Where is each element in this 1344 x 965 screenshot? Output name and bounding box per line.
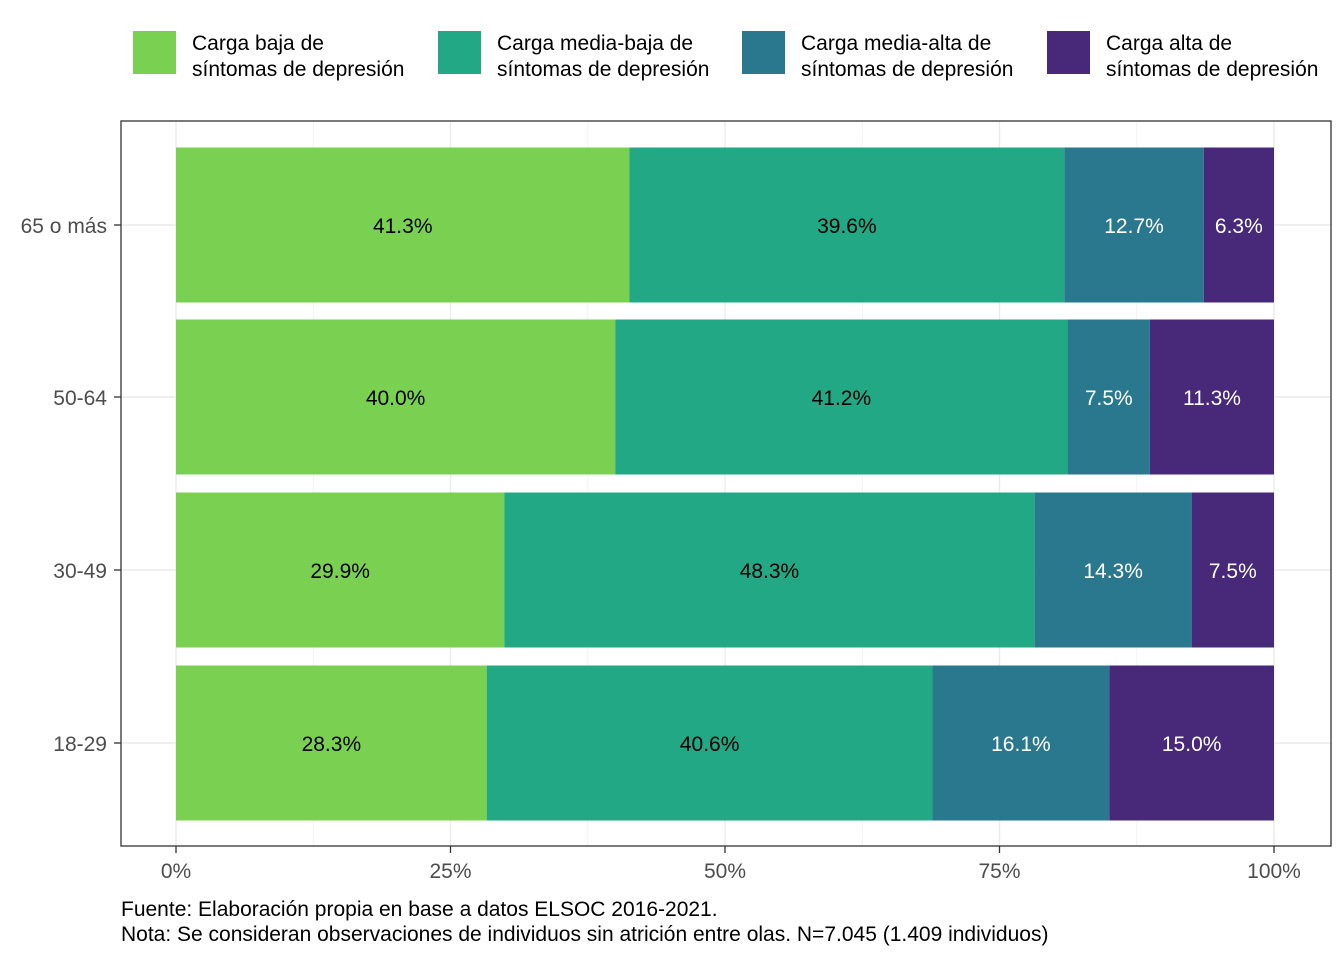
data-label: 41.3% (373, 215, 433, 238)
data-label: 7.5% (1085, 387, 1133, 410)
bar-segment (504, 492, 1035, 648)
legend-label: Carga baja de síntomas de depresión (192, 32, 404, 81)
legend-label-line: síntomas de depresión (192, 58, 404, 81)
x-tick-label: 75% (978, 860, 1020, 883)
legend-label-line: Carga alta de (1106, 32, 1232, 55)
panel-border (120, 120, 1332, 847)
x-tick-label: 0% (161, 860, 191, 883)
bar-segment (629, 147, 1065, 303)
data-label: 40.0% (366, 387, 426, 410)
bar-segment (486, 665, 933, 821)
data-label: 16.1% (991, 733, 1051, 756)
data-label: 15.0% (1162, 733, 1222, 756)
y-tick-label: 65 o más (21, 215, 107, 238)
bar-segment (176, 492, 505, 648)
bar-segment (1064, 147, 1204, 303)
data-label: 29.9% (310, 560, 370, 583)
bar-segment (176, 665, 487, 821)
y-axis: 65 o más 50-64 30-49 18-29 (21, 215, 121, 756)
bars: 41.3% 39.6% 12.7% 6.3% 40.0% 41.2% 7.5% 11.3% 29… (176, 147, 1274, 821)
data-label: 11.3% (1183, 387, 1241, 410)
data-label: 41.2% (812, 387, 872, 410)
data-label: 14.3% (1083, 560, 1143, 583)
bar-segment (1109, 665, 1274, 821)
bar-segment (176, 319, 616, 475)
data-label: 7.5% (1209, 560, 1257, 583)
y-tick-label: 50-64 (53, 387, 107, 410)
legend-label: Carga media-baja de síntomas de depresión (497, 32, 709, 81)
caption-source: Fuente: Elaboración propia en base a dat… (121, 898, 718, 921)
data-label: 40.6% (680, 733, 740, 756)
legend-label-line: Carga baja de (192, 32, 324, 55)
y-tick-label: 30-49 (53, 560, 107, 583)
bar-segment (1034, 492, 1192, 648)
legend-label: Carga alta de síntomas de depresión (1106, 32, 1318, 81)
data-label: 12.7% (1104, 215, 1164, 238)
legend-key (438, 31, 481, 74)
y-tick-label: 18-29 (53, 733, 107, 756)
legend-key (1047, 31, 1090, 74)
legend-label-line: síntomas de depresión (1106, 58, 1318, 81)
legend-key (742, 31, 785, 74)
legend-label-line: Carga media-alta de (801, 32, 991, 55)
bar-segment (1067, 319, 1150, 475)
data-label: 28.3% (302, 733, 362, 756)
data-label: 39.6% (817, 215, 877, 238)
x-axis: 0% 25% 50% 75% 100% (161, 846, 1301, 883)
caption-note: Nota: Se consideran observaciones de ind… (121, 923, 1048, 946)
bar-segment (1149, 319, 1274, 475)
legend-label: Carga media-alta de síntomas de depresión (801, 32, 1013, 81)
legend: Carga baja de síntomas de depresiónCarga … (133, 31, 1318, 81)
bar-segment (932, 665, 1110, 821)
bar-segment (1191, 492, 1274, 648)
bar-segment (176, 147, 630, 303)
legend-label-line: síntomas de depresión (801, 58, 1013, 81)
x-tick-label: 50% (704, 860, 746, 883)
bar-segment (1203, 147, 1274, 303)
legend-key (133, 31, 176, 74)
data-label: 6.3% (1215, 215, 1263, 238)
x-tick-label: 25% (429, 860, 471, 883)
legend-label-line: síntomas de depresión (497, 58, 709, 81)
data-label: 48.3% (740, 560, 800, 583)
x-tick-label: 100% (1247, 860, 1301, 883)
legend-label-line: Carga media-baja de (497, 32, 693, 55)
bar-segment (615, 319, 1068, 475)
